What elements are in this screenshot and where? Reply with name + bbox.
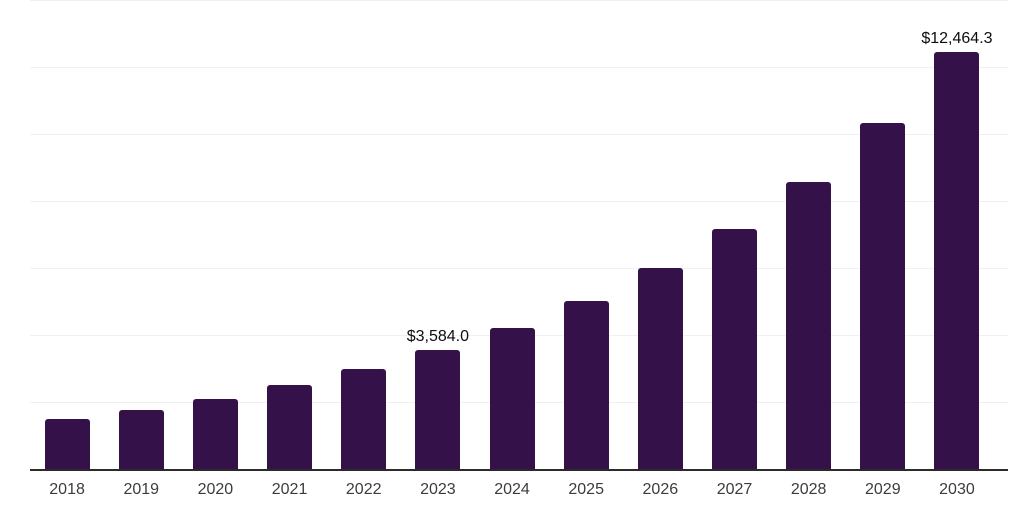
bars-container: $3,584.0 $12,464.3 bbox=[30, 1, 994, 470]
bar-slot-2020 bbox=[178, 1, 252, 470]
bar-2022 bbox=[341, 369, 387, 470]
x-tick-2019: 2019 bbox=[123, 481, 160, 498]
gridline-6000 bbox=[30, 268, 1008, 269]
bar-slot-2021 bbox=[252, 1, 326, 470]
bar-2026 bbox=[637, 268, 683, 470]
x-tick-2030: 2030 bbox=[939, 481, 975, 498]
bar-slot-2018 bbox=[30, 1, 104, 470]
bar-slot-2027 bbox=[697, 1, 771, 470]
plot-area: $3,584.0 $12,464.3 bbox=[30, 0, 1008, 471]
x-axis-line bbox=[30, 469, 1008, 471]
bar-2027 bbox=[711, 229, 757, 470]
x-tick-2021: 2021 bbox=[271, 481, 308, 498]
x-tick-2018: 2018 bbox=[49, 481, 85, 498]
x-tick-2022: 2022 bbox=[345, 481, 382, 498]
x-tick-2029: 2029 bbox=[865, 481, 901, 498]
bar-slot-2022 bbox=[327, 1, 401, 470]
bar-slot-2026 bbox=[623, 1, 697, 470]
bar-2024 bbox=[489, 328, 535, 470]
bar-2030 bbox=[934, 52, 980, 470]
bar-slot-2030: $12,464.3 bbox=[920, 1, 994, 470]
bar-2019 bbox=[118, 410, 164, 470]
bar-slot-2025 bbox=[549, 1, 623, 470]
bar-slot-2029 bbox=[846, 1, 920, 470]
x-tick-2028: 2028 bbox=[790, 481, 827, 498]
bar-value-label-2030: $12,464.3 bbox=[921, 30, 993, 48]
bar-2028 bbox=[786, 182, 832, 470]
gridline-12000 bbox=[30, 67, 1008, 68]
bar-slot-2023: $3,584.0 bbox=[401, 1, 475, 470]
gridline-8000 bbox=[30, 201, 1008, 202]
bar-slot-2019 bbox=[104, 1, 178, 470]
bar-slot-2028 bbox=[772, 1, 846, 470]
bar-2029 bbox=[860, 122, 906, 470]
x-tick-2020: 2020 bbox=[197, 481, 234, 498]
bar-2025 bbox=[563, 301, 609, 470]
x-tick-2024: 2024 bbox=[494, 481, 530, 498]
gridline-14000 bbox=[30, 0, 1008, 1]
x-axis-labels: 2018 2019 2020 2021 2022 2023 2024 2025 2026 2027… bbox=[30, 480, 994, 500]
gridline-10000 bbox=[30, 134, 1008, 135]
x-tick-2025: 2025 bbox=[568, 481, 604, 498]
x-tick-2023: 2023 bbox=[420, 481, 456, 498]
bar-2023 bbox=[415, 349, 461, 470]
bar-slot-2024 bbox=[475, 1, 549, 470]
bar-2018 bbox=[44, 419, 90, 470]
bar-2021 bbox=[267, 384, 313, 470]
bar-2020 bbox=[192, 399, 238, 470]
x-tick-2027: 2027 bbox=[716, 481, 753, 498]
bar-value-label-2023: $3,584.0 bbox=[406, 327, 469, 345]
x-tick-2026: 2026 bbox=[642, 481, 679, 498]
